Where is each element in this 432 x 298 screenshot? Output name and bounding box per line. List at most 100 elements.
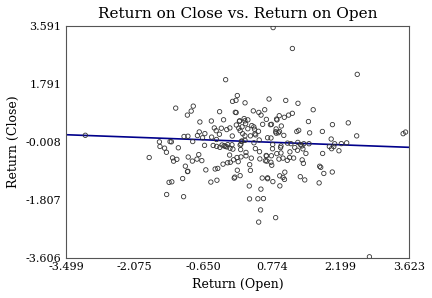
Point: [168, 139, 175, 144]
Point: [238, 155, 245, 159]
Point: [251, 131, 258, 136]
Point: [268, 122, 275, 127]
Point: [232, 175, 238, 179]
Point: [241, 116, 248, 121]
Point: [251, 125, 257, 129]
Point: [231, 176, 238, 181]
Point: [305, 141, 312, 146]
Point: [233, 110, 240, 115]
Point: [273, 127, 280, 131]
Point: [366, 254, 373, 259]
Point: [216, 132, 223, 136]
Point: [256, 149, 263, 154]
Point: [245, 126, 251, 131]
Point: [230, 157, 237, 162]
Point: [257, 187, 264, 192]
Point: [297, 142, 304, 147]
Point: [208, 135, 215, 139]
Point: [316, 181, 323, 185]
Point: [173, 157, 180, 162]
Point: [276, 113, 283, 118]
Point: [234, 93, 241, 98]
Point: [168, 179, 175, 184]
Point: [213, 178, 220, 183]
Point: [331, 142, 338, 146]
Point: [224, 160, 231, 165]
Point: [277, 150, 284, 155]
Point: [224, 142, 231, 147]
Point: [343, 140, 350, 145]
Point: [210, 143, 216, 148]
Point: [202, 167, 209, 172]
Point: [237, 143, 244, 148]
Point: [273, 131, 280, 136]
Point: [330, 144, 337, 149]
Point: [281, 170, 288, 175]
Point: [219, 162, 226, 167]
Y-axis label: Return (Close): Return (Close): [7, 96, 20, 188]
Point: [189, 159, 196, 164]
Point: [328, 146, 335, 151]
Point: [175, 145, 182, 150]
Point: [248, 123, 255, 128]
Point: [277, 144, 284, 148]
Point: [267, 122, 274, 127]
Point: [326, 144, 333, 149]
Point: [259, 122, 266, 127]
Point: [163, 150, 170, 155]
Point: [181, 134, 187, 139]
Point: [201, 143, 208, 148]
Point: [234, 155, 241, 160]
Point: [82, 133, 89, 138]
Point: [282, 98, 289, 103]
Point: [237, 128, 244, 133]
Point: [222, 144, 229, 149]
Point: [246, 196, 253, 201]
Point: [229, 147, 236, 151]
Point: [276, 129, 283, 134]
Point: [268, 153, 275, 158]
Point: [286, 155, 293, 160]
Point: [287, 141, 294, 146]
Point: [234, 168, 241, 173]
Point: [276, 157, 283, 162]
Point: [354, 72, 361, 77]
Point: [289, 111, 296, 116]
Point: [255, 110, 262, 115]
Point: [294, 140, 301, 145]
Point: [238, 139, 245, 143]
Point: [213, 144, 220, 149]
Point: [241, 134, 248, 138]
Point: [236, 118, 243, 123]
Point: [299, 158, 305, 162]
Point: [263, 117, 270, 122]
Point: [321, 171, 327, 176]
Point: [319, 151, 326, 156]
Point: [293, 129, 300, 134]
Point: [264, 176, 271, 181]
Point: [261, 107, 268, 112]
Point: [255, 220, 262, 224]
Point: [252, 146, 259, 151]
Point: [165, 180, 172, 185]
Point: [297, 174, 304, 179]
Point: [222, 77, 229, 82]
Point: [329, 122, 336, 127]
Point: [219, 143, 226, 148]
Point: [214, 166, 221, 171]
Point: [238, 139, 245, 144]
Point: [212, 167, 219, 171]
X-axis label: Return (Open): Return (Open): [192, 278, 283, 291]
Point: [270, 179, 276, 184]
Point: [236, 119, 243, 124]
Point: [226, 153, 233, 157]
Point: [233, 122, 240, 127]
Point: [146, 155, 152, 160]
Point: [275, 130, 282, 135]
Point: [300, 141, 307, 146]
Point: [268, 163, 275, 167]
Point: [170, 159, 177, 164]
Point: [195, 152, 202, 157]
Point: [400, 131, 407, 136]
Point: [263, 153, 270, 158]
